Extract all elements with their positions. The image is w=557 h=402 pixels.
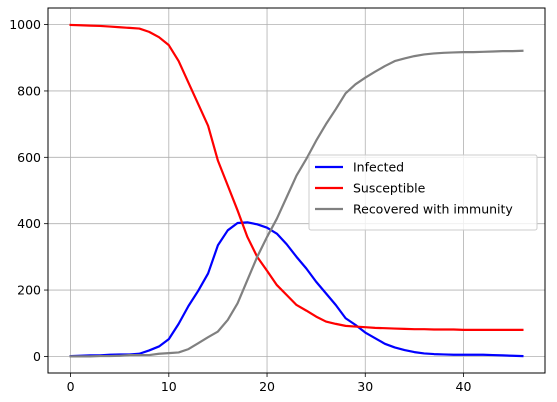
- legend: Infected Susceptible Recovered with immuni…: [308, 154, 538, 231]
- y-tick-label: 600: [17, 150, 41, 165]
- y-tick-label: 400: [17, 216, 41, 231]
- series-line-susceptible: [69, 23, 524, 331]
- x-tick-label: 30: [357, 379, 373, 394]
- y-tick-label: 800: [17, 83, 41, 98]
- series-line-recovered-with-immunity: [69, 49, 524, 358]
- y-tick-label: 0: [33, 349, 41, 364]
- y-tick-label: 200: [17, 283, 41, 298]
- series-lines: [69, 23, 524, 358]
- legend-label: Infected: [353, 160, 404, 175]
- legend-label: Recovered with immunity: [353, 202, 513, 217]
- series-line-infected: [69, 221, 524, 358]
- x-tick-label: 20: [259, 379, 275, 394]
- grid: [48, 8, 545, 373]
- legend-box: [308, 154, 538, 231]
- x-tick-label: 10: [161, 379, 177, 394]
- x-tick-label: 0: [67, 379, 75, 394]
- y-tick-label: 1000: [9, 17, 41, 32]
- x-tick-label: 40: [456, 379, 472, 394]
- plot-frame: [47, 7, 546, 374]
- legend-label: Susceptible: [353, 181, 426, 196]
